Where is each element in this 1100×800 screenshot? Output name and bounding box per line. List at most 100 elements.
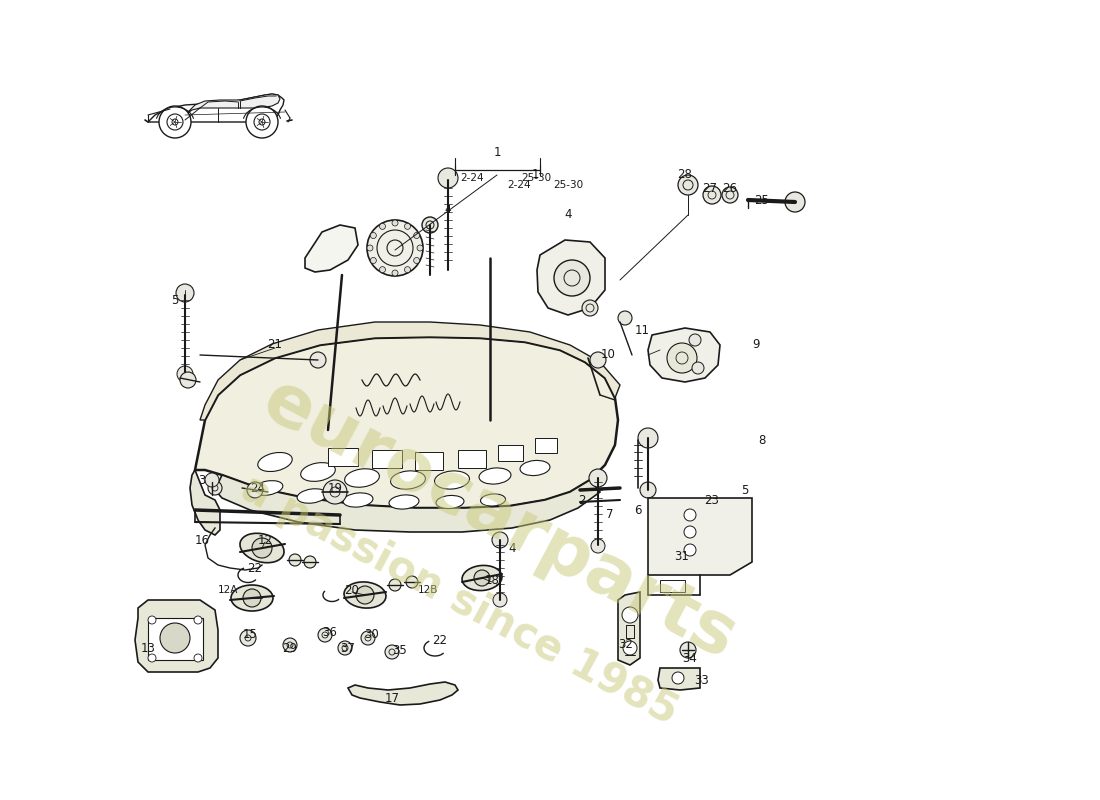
Circle shape (248, 482, 263, 498)
Circle shape (640, 482, 656, 498)
Polygon shape (182, 94, 280, 122)
Circle shape (680, 642, 696, 658)
Polygon shape (195, 337, 618, 508)
Text: 13: 13 (141, 642, 155, 654)
Text: 5: 5 (741, 483, 749, 497)
Text: 2-24: 2-24 (460, 173, 484, 183)
Circle shape (722, 187, 738, 203)
Circle shape (492, 532, 508, 548)
Text: 8: 8 (758, 434, 766, 446)
Text: 19: 19 (328, 482, 342, 494)
Bar (498, 445, 522, 461)
Bar (415, 452, 443, 470)
Text: 3: 3 (198, 474, 206, 486)
Text: 25: 25 (755, 194, 769, 206)
Circle shape (367, 220, 424, 276)
Circle shape (243, 589, 261, 607)
Text: 36: 36 (322, 626, 338, 638)
Circle shape (318, 628, 332, 642)
Ellipse shape (462, 566, 502, 590)
Text: 22: 22 (248, 562, 263, 574)
Polygon shape (348, 682, 458, 705)
Circle shape (692, 362, 704, 374)
Polygon shape (618, 592, 640, 665)
Polygon shape (658, 668, 700, 690)
Text: 33: 33 (694, 674, 710, 686)
Text: 4: 4 (444, 205, 451, 215)
Bar (148, 618, 204, 660)
Polygon shape (200, 322, 620, 420)
Circle shape (379, 266, 385, 273)
Text: 15: 15 (243, 629, 257, 642)
Ellipse shape (344, 582, 386, 608)
Text: 12B: 12B (418, 585, 438, 595)
Ellipse shape (300, 462, 336, 482)
Text: 12: 12 (257, 534, 273, 546)
Text: 31: 31 (674, 550, 690, 562)
Polygon shape (648, 498, 752, 575)
Circle shape (379, 223, 385, 230)
Circle shape (667, 343, 697, 373)
Circle shape (205, 473, 219, 487)
Circle shape (582, 300, 598, 316)
Circle shape (588, 469, 607, 487)
Text: 10: 10 (601, 349, 615, 362)
Circle shape (417, 245, 424, 251)
Ellipse shape (434, 471, 470, 489)
Circle shape (148, 654, 156, 662)
Circle shape (208, 481, 222, 495)
Text: 35: 35 (393, 643, 407, 657)
Text: 28: 28 (678, 169, 692, 182)
Bar (535, 438, 557, 453)
Circle shape (180, 372, 196, 388)
Text: 1: 1 (493, 146, 500, 158)
Text: 21: 21 (267, 338, 283, 351)
Circle shape (703, 186, 720, 204)
Circle shape (176, 284, 194, 302)
Text: 25-30: 25-30 (553, 180, 583, 190)
Circle shape (672, 672, 684, 684)
Circle shape (323, 480, 346, 504)
Polygon shape (214, 475, 600, 532)
Circle shape (371, 258, 376, 263)
Bar (660, 580, 685, 592)
Text: 24: 24 (251, 482, 265, 494)
Circle shape (405, 266, 410, 273)
Text: 30: 30 (364, 629, 380, 642)
Text: 4: 4 (564, 209, 572, 222)
Polygon shape (537, 240, 605, 315)
Ellipse shape (390, 471, 426, 489)
Text: 9: 9 (752, 338, 760, 351)
Text: 12A: 12A (218, 585, 239, 595)
Ellipse shape (389, 495, 419, 509)
Circle shape (289, 554, 301, 566)
Circle shape (252, 538, 272, 558)
Text: 29: 29 (283, 642, 297, 654)
Text: 37: 37 (341, 642, 355, 654)
Circle shape (405, 223, 410, 230)
Ellipse shape (297, 489, 327, 503)
Circle shape (367, 245, 373, 251)
Text: 2-24: 2-24 (507, 180, 531, 190)
Text: 23: 23 (705, 494, 719, 506)
Circle shape (389, 579, 402, 591)
Circle shape (785, 192, 805, 212)
Text: 2: 2 (579, 494, 585, 506)
Circle shape (194, 654, 202, 662)
Ellipse shape (344, 469, 380, 487)
Circle shape (356, 586, 374, 604)
Circle shape (684, 544, 696, 556)
Ellipse shape (436, 495, 464, 509)
Ellipse shape (520, 461, 550, 475)
Circle shape (177, 366, 192, 382)
Ellipse shape (257, 453, 293, 471)
Circle shape (160, 623, 190, 653)
Circle shape (438, 168, 458, 188)
Text: 27: 27 (703, 182, 717, 194)
Text: 1: 1 (531, 169, 539, 182)
Circle shape (678, 175, 698, 195)
Ellipse shape (481, 494, 506, 506)
Text: 26: 26 (723, 182, 737, 194)
Circle shape (623, 641, 637, 655)
Text: 18: 18 (485, 574, 499, 586)
